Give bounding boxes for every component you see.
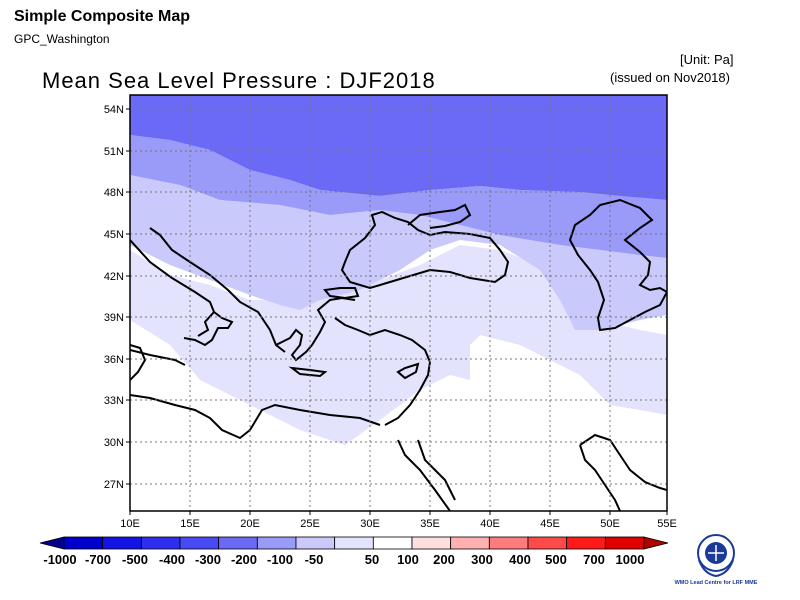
- colorbar-swatch: [566, 536, 606, 550]
- colorbar-swatch: [295, 536, 336, 550]
- coast-libya-west: [130, 344, 147, 381]
- colorbar-label: -700: [85, 552, 111, 567]
- coast-crete: [288, 366, 328, 378]
- colorbar-swatch: [256, 536, 297, 550]
- colorbar-swatch: [334, 536, 374, 550]
- coast-adriatic-east: [149, 227, 286, 353]
- wmo-logo-text: WMO Lead Centre for LRF MME: [675, 580, 758, 586]
- colorbar-swatch: [372, 536, 413, 550]
- colorbar-label: 1000: [616, 552, 645, 567]
- wmo-logo-laurel: [698, 559, 734, 578]
- field-minus-100: [130, 175, 667, 330]
- colorbar-label: 700: [583, 552, 605, 567]
- x-tick-label: 10E: [120, 518, 140, 530]
- colorbar: [39, 536, 669, 550]
- coast-red-sea-east: [417, 439, 456, 501]
- coast-azov: [407, 203, 472, 229]
- y-tick-label: 42N: [104, 271, 124, 283]
- y-tick-label: 48N: [104, 187, 124, 199]
- coast-marmara: [323, 287, 360, 300]
- y-tick-label: 51N: [104, 146, 124, 158]
- wmo-logo-grid: [708, 545, 724, 561]
- y-tick-label: 54N: [104, 104, 124, 116]
- coast-persian-gulf: [579, 433, 667, 491]
- colorbar-label: 50: [365, 552, 379, 567]
- colorbar-cap-right: [643, 536, 669, 550]
- y-tick-label: 30N: [104, 437, 124, 449]
- source-label: GPC_Washington: [14, 32, 110, 46]
- field-minus-50: [130, 245, 667, 445]
- coast-north-africa: [130, 394, 381, 440]
- colorbar-label: -50: [305, 552, 324, 567]
- colorbar-label: 500: [545, 552, 567, 567]
- colorbar-labels: -1000 -700 -500 -400 -300 -200 -100 -50 …: [43, 552, 644, 567]
- colorbar-swatch: [488, 536, 529, 550]
- unit-label: [Unit: Pa]: [680, 52, 734, 67]
- colorbar-swatch: [179, 536, 220, 550]
- x-tick-labels: 10E 15E 20E 25E 30E 35E 40E 45E 50E 55E: [120, 518, 677, 530]
- x-tick-label: 45E: [540, 518, 560, 530]
- coast-caspian: [568, 198, 667, 332]
- product-title: Simple Composite Map: [14, 8, 191, 25]
- colorbar-swatch: [527, 536, 568, 550]
- colorbar-swatch: [411, 536, 452, 550]
- x-tick-label: 35E: [420, 518, 440, 530]
- coast-italy-heel: [183, 311, 234, 347]
- colorbar-cap-left: [39, 536, 65, 550]
- colorbar-swatch: [140, 536, 181, 550]
- x-tick-label: 55E: [657, 518, 677, 530]
- y-tick-label: 27N: [104, 479, 124, 491]
- y-tick-labels: 54N 51N 48N 45N 42N 39N 36N 33N 30N 27N: [104, 104, 124, 491]
- x-tick-label: 15E: [180, 518, 200, 530]
- gridlines: [130, 95, 667, 511]
- colorbar-label: 300: [471, 552, 493, 567]
- coast-greece: [275, 296, 356, 362]
- field-minus-300: [130, 95, 667, 200]
- x-tick-label: 20E: [240, 518, 260, 530]
- colorbar-swatch: [218, 536, 258, 550]
- colorbar-label: -500: [122, 552, 148, 567]
- colorbar-label: -400: [159, 552, 185, 567]
- y-tick-label: 36N: [104, 354, 124, 366]
- tick-marks: [126, 108, 668, 515]
- coast-black-sea: [340, 210, 510, 290]
- issued-label: (issued on Nov2018): [610, 70, 730, 85]
- coast-cyprus: [396, 362, 420, 380]
- colorbar-swatch: [63, 536, 104, 550]
- coast-italy-adriatic: [130, 239, 216, 337]
- colorbar-label: -100: [267, 552, 293, 567]
- colorbar-label: -200: [231, 552, 257, 567]
- map-title: Mean Sea Level Pressure : DJF2018: [42, 68, 436, 93]
- coastlines: [130, 198, 667, 511]
- x-tick-label: 30E: [360, 518, 380, 530]
- y-tick-label: 39N: [104, 312, 124, 324]
- coast-levant: [384, 361, 431, 426]
- colorbar-label: 200: [433, 552, 455, 567]
- wmo-logo: [697, 534, 735, 578]
- colorbar-swatch: [102, 536, 142, 550]
- colorbar-label: -300: [195, 552, 221, 567]
- x-tick-label: 50E: [600, 518, 620, 530]
- colorbar-label: -1000: [43, 552, 76, 567]
- coast-red-sea: [397, 439, 451, 511]
- colorbar-label: 100: [397, 552, 419, 567]
- y-tick-label: 33N: [104, 395, 124, 407]
- colorbar-label: 400: [509, 552, 531, 567]
- coast-arabia: [579, 444, 621, 511]
- coast-turkey-south: [334, 317, 431, 363]
- colorbar-swatch: [604, 536, 645, 550]
- pressure-field: [130, 95, 667, 511]
- colorbar-swatch: [450, 536, 490, 550]
- field-minus-200: [130, 135, 667, 258]
- plot-frame: [129, 94, 668, 512]
- y-tick-label: 45N: [104, 229, 124, 241]
- x-tick-label: 25E: [300, 518, 320, 530]
- x-tick-label: 40E: [480, 518, 500, 530]
- coast-sicily: [130, 349, 186, 366]
